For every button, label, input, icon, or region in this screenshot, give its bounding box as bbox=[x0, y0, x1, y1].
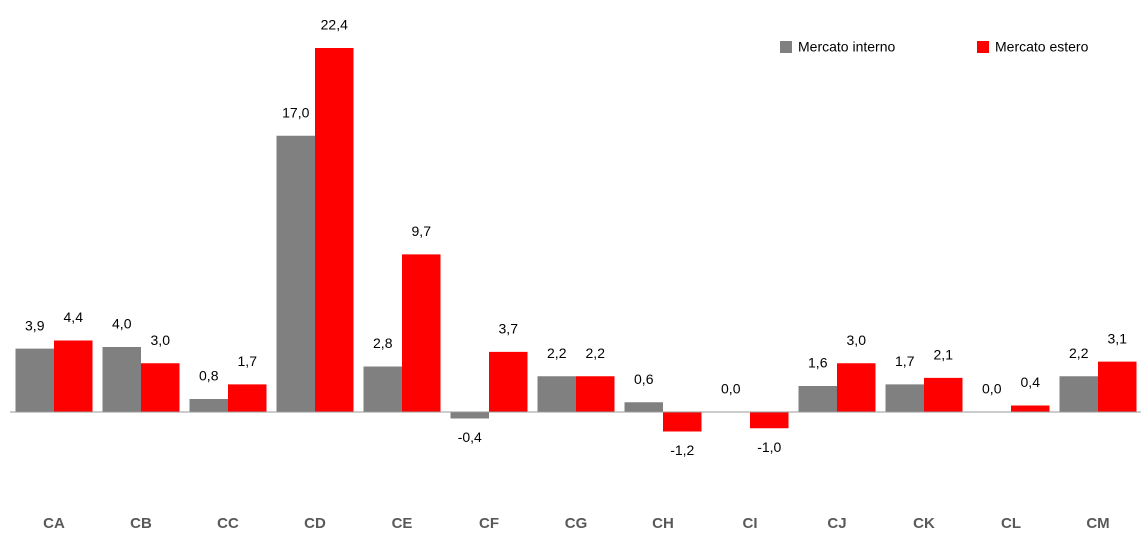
data-label: 0,6 bbox=[634, 371, 654, 387]
bar bbox=[276, 135, 315, 412]
data-label: 0,0 bbox=[982, 381, 1002, 397]
data-label: 17,0 bbox=[282, 104, 309, 120]
bar bbox=[1059, 376, 1098, 412]
legend-label: Mercato estero bbox=[995, 39, 1089, 55]
data-label: 3,0 bbox=[151, 332, 171, 348]
data-label: -0,4 bbox=[458, 429, 482, 445]
bar bbox=[663, 412, 702, 432]
bar bbox=[402, 254, 441, 412]
bar bbox=[450, 412, 489, 419]
data-label: 0,0 bbox=[721, 381, 741, 397]
bar bbox=[489, 351, 528, 412]
bar bbox=[54, 340, 93, 412]
bar bbox=[315, 48, 354, 412]
x-tick-label: CD bbox=[304, 515, 326, 532]
legend-swatch bbox=[780, 41, 792, 53]
data-label: 2,1 bbox=[934, 347, 954, 363]
bar bbox=[363, 366, 402, 412]
x-tick-label: CE bbox=[392, 515, 413, 532]
data-label: 2,2 bbox=[1069, 345, 1089, 361]
data-label: 3,0 bbox=[847, 332, 867, 348]
data-label: 2,8 bbox=[373, 335, 393, 351]
x-tick-label: CB bbox=[130, 515, 152, 532]
data-label: 1,7 bbox=[895, 353, 915, 369]
bar bbox=[624, 402, 663, 412]
data-label: 1,6 bbox=[808, 355, 828, 371]
data-label: 0,8 bbox=[199, 368, 219, 384]
bar bbox=[228, 384, 267, 412]
data-label: 3,7 bbox=[499, 321, 519, 337]
x-tick-label: CM bbox=[1086, 515, 1109, 532]
bar bbox=[1098, 361, 1137, 412]
data-label: 4,0 bbox=[112, 316, 132, 332]
x-tick-label: CJ bbox=[827, 515, 846, 532]
data-label: 3,9 bbox=[25, 317, 45, 333]
x-tick-label: CL bbox=[1001, 515, 1021, 532]
x-tick-label: CF bbox=[479, 515, 499, 532]
data-label: 4,4 bbox=[64, 309, 84, 325]
data-label: 2,2 bbox=[586, 345, 606, 361]
x-tick-label: CK bbox=[913, 515, 935, 532]
bar bbox=[837, 363, 876, 412]
bar bbox=[924, 377, 963, 412]
data-label: 0,4 bbox=[1021, 374, 1041, 390]
bar bbox=[15, 348, 54, 412]
bar bbox=[576, 376, 615, 412]
bar bbox=[750, 412, 789, 429]
data-label: 2,2 bbox=[547, 345, 567, 361]
x-tick-label: CG bbox=[565, 515, 588, 532]
bar bbox=[189, 399, 228, 412]
data-label: 22,4 bbox=[321, 17, 348, 33]
data-label: -1,2 bbox=[670, 442, 694, 458]
bar bbox=[102, 347, 141, 412]
bar bbox=[141, 363, 180, 412]
x-tick-label: CA bbox=[43, 515, 65, 532]
legend-swatch bbox=[977, 41, 989, 53]
data-label: 1,7 bbox=[238, 353, 258, 369]
bar bbox=[537, 376, 576, 412]
bar bbox=[1011, 405, 1050, 412]
data-label: -1,0 bbox=[757, 439, 781, 455]
bar bbox=[885, 384, 924, 412]
data-label: 9,7 bbox=[412, 223, 432, 239]
data-label: 3,1 bbox=[1108, 330, 1128, 346]
x-tick-label: CC bbox=[217, 515, 239, 532]
bar bbox=[798, 386, 837, 412]
x-tick-label: CI bbox=[743, 515, 758, 532]
legend-label: Mercato interno bbox=[798, 39, 895, 55]
x-tick-label: CH bbox=[652, 515, 674, 532]
